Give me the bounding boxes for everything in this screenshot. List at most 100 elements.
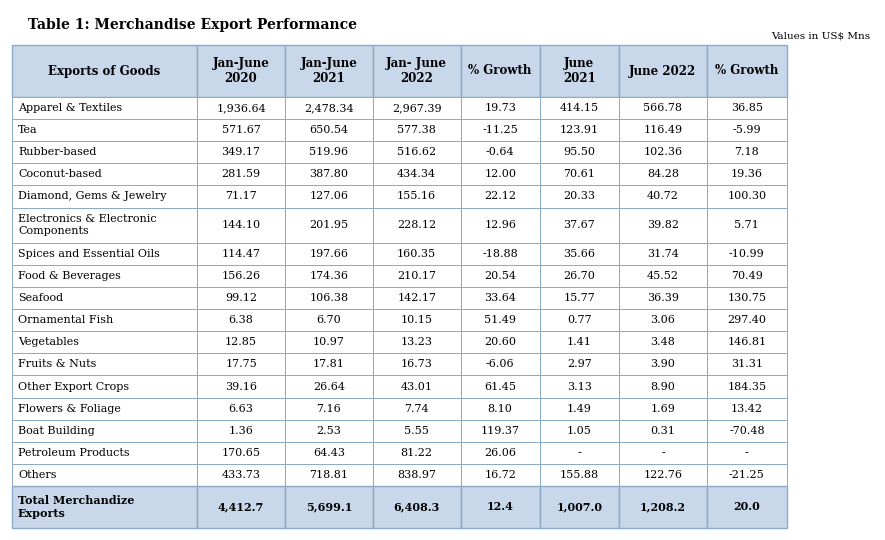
Text: Others: Others <box>18 470 57 480</box>
Text: 2,967.39: 2,967.39 <box>392 103 442 113</box>
Text: 228.12: 228.12 <box>397 220 436 230</box>
Bar <box>12 163 197 185</box>
Text: 387.80: 387.80 <box>310 170 349 179</box>
Text: 20.0: 20.0 <box>734 502 760 512</box>
Bar <box>460 185 540 207</box>
Text: Vegetables: Vegetables <box>18 338 79 347</box>
Bar <box>197 185 285 207</box>
Text: 516.62: 516.62 <box>397 147 436 157</box>
Bar <box>460 265 540 287</box>
Text: 6.38: 6.38 <box>228 315 253 325</box>
Text: 2.53: 2.53 <box>317 426 342 436</box>
Text: 22.12: 22.12 <box>484 192 516 201</box>
Text: -6.06: -6.06 <box>486 360 514 369</box>
Bar <box>197 331 285 353</box>
Bar <box>707 375 787 397</box>
Text: 100.30: 100.30 <box>727 192 766 201</box>
Text: Fruits & Nuts: Fruits & Nuts <box>18 360 96 369</box>
Text: 71.17: 71.17 <box>225 192 257 201</box>
Bar <box>197 141 285 163</box>
Bar <box>460 141 540 163</box>
Text: 12.00: 12.00 <box>484 170 516 179</box>
Text: 70.61: 70.61 <box>564 170 596 179</box>
Text: 1.05: 1.05 <box>567 426 592 436</box>
Text: Exports of Goods: Exports of Goods <box>49 64 161 78</box>
Text: 4,412.7: 4,412.7 <box>218 502 264 512</box>
Text: 123.91: 123.91 <box>560 125 599 135</box>
Bar <box>460 486 540 528</box>
Text: 5.71: 5.71 <box>735 220 759 230</box>
Bar <box>619 45 707 97</box>
Text: Total Merchandize
Exports: Total Merchandize Exports <box>18 495 135 519</box>
Text: 40.72: 40.72 <box>647 192 679 201</box>
Text: 7.18: 7.18 <box>735 147 759 157</box>
Bar <box>285 119 373 141</box>
Bar <box>540 331 619 353</box>
Text: 1.49: 1.49 <box>567 403 592 414</box>
Bar <box>619 163 707 185</box>
Bar <box>12 185 197 207</box>
Text: 718.81: 718.81 <box>310 470 349 480</box>
Bar <box>460 119 540 141</box>
Bar <box>460 375 540 397</box>
Bar <box>197 353 285 375</box>
Text: 170.65: 170.65 <box>221 448 260 458</box>
Bar <box>540 119 619 141</box>
Bar <box>540 464 619 486</box>
Text: Petroleum Products: Petroleum Products <box>18 448 129 458</box>
Text: Ornamental Fish: Ornamental Fish <box>18 315 113 325</box>
Text: Jan- June
2022: Jan- June 2022 <box>386 57 447 85</box>
Bar <box>12 353 197 375</box>
Bar <box>460 397 540 420</box>
Bar <box>285 464 373 486</box>
Bar <box>707 207 787 243</box>
Bar <box>460 97 540 119</box>
Bar <box>540 486 619 528</box>
Bar <box>619 185 707 207</box>
Text: -: - <box>745 448 749 458</box>
Text: Jan-June
2021: Jan-June 2021 <box>300 57 358 85</box>
Bar <box>540 420 619 442</box>
Bar <box>707 442 787 464</box>
Bar <box>707 163 787 185</box>
Text: Other Export Crops: Other Export Crops <box>18 382 129 392</box>
Bar <box>285 45 373 97</box>
Text: 566.78: 566.78 <box>643 103 682 113</box>
Bar <box>197 45 285 97</box>
Bar <box>373 486 460 528</box>
Bar <box>619 97 707 119</box>
Bar <box>197 442 285 464</box>
Text: 81.22: 81.22 <box>401 448 433 458</box>
Text: Flowers & Foliage: Flowers & Foliage <box>18 403 121 414</box>
Text: 10.97: 10.97 <box>313 338 345 347</box>
Text: 1,007.0: 1,007.0 <box>557 502 603 512</box>
Bar <box>197 243 285 265</box>
Bar <box>540 375 619 397</box>
Text: -11.25: -11.25 <box>482 125 518 135</box>
Text: -18.88: -18.88 <box>482 249 518 259</box>
Bar <box>285 331 373 353</box>
Text: 434.34: 434.34 <box>397 170 436 179</box>
Text: Boat Building: Boat Building <box>18 426 95 436</box>
Text: 519.96: 519.96 <box>309 147 349 157</box>
Bar <box>285 309 373 331</box>
Text: 6,408.3: 6,408.3 <box>394 502 440 512</box>
Text: Seafood: Seafood <box>18 293 63 303</box>
Text: June 2022: June 2022 <box>629 64 696 78</box>
Text: % Growth: % Growth <box>715 64 779 78</box>
Text: 1.36: 1.36 <box>228 426 253 436</box>
Bar <box>197 207 285 243</box>
Bar <box>12 375 197 397</box>
Text: Spices and Essential Oils: Spices and Essential Oils <box>18 249 160 259</box>
Text: 3.90: 3.90 <box>650 360 675 369</box>
Text: 17.75: 17.75 <box>225 360 257 369</box>
Bar <box>373 442 460 464</box>
Text: 116.49: 116.49 <box>643 125 682 135</box>
Text: 838.97: 838.97 <box>397 470 436 480</box>
Bar <box>619 331 707 353</box>
Bar <box>197 397 285 420</box>
Bar <box>540 243 619 265</box>
Text: 15.77: 15.77 <box>564 293 596 303</box>
Text: 16.72: 16.72 <box>484 470 516 480</box>
Bar <box>707 185 787 207</box>
